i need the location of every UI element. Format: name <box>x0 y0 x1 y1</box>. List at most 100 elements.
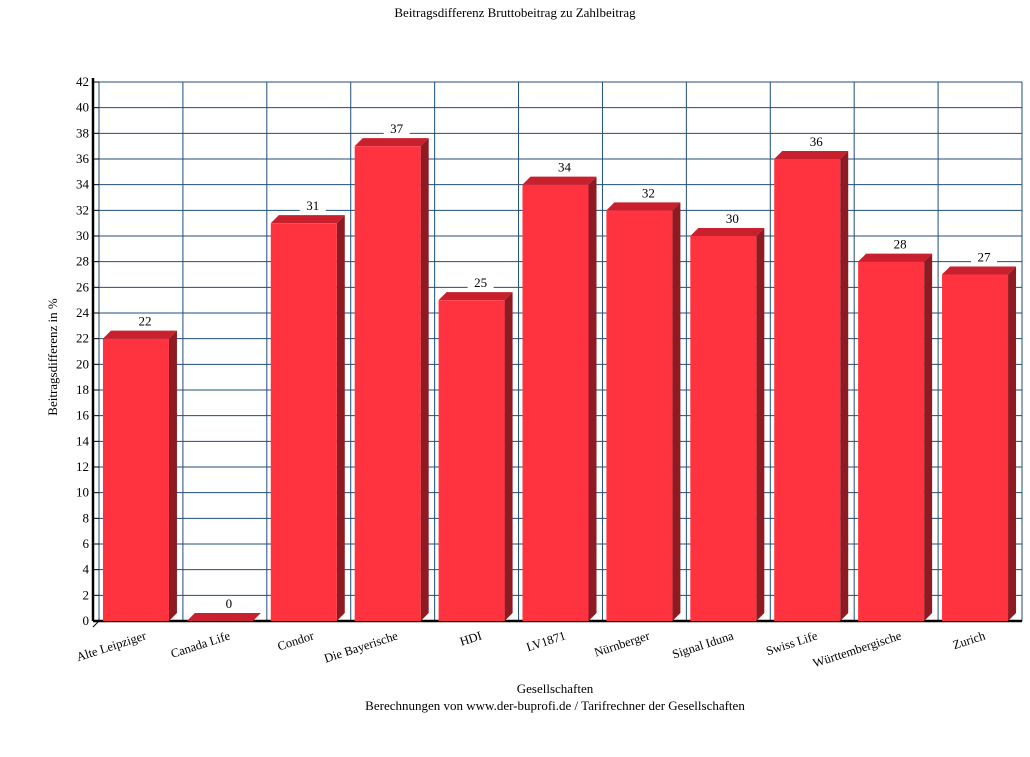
y-tick-label: 20 <box>76 356 89 371</box>
bar-top <box>774 151 849 159</box>
y-tick-label: 22 <box>76 331 89 346</box>
value-label-bg <box>887 236 914 251</box>
y-tick-label: 16 <box>76 408 90 423</box>
y-tick-label: 18 <box>76 382 89 397</box>
bar-side <box>504 292 513 621</box>
bar <box>438 292 513 621</box>
y-tick-label: 6 <box>83 536 90 551</box>
x-tick-label: Canada Life <box>169 628 232 660</box>
value-label-bg <box>467 275 494 290</box>
bar-front <box>942 274 1009 621</box>
bar-side <box>336 215 345 621</box>
value-label-bg <box>551 159 578 174</box>
value-label-bg <box>635 185 662 200</box>
value-label-bg <box>803 134 830 148</box>
value-label-bg <box>131 313 158 328</box>
y-tick-label: 12 <box>76 459 89 474</box>
bar-top <box>354 138 429 147</box>
bar <box>942 266 1017 621</box>
x-tick-label: HDI <box>458 629 483 649</box>
value-label: 22 <box>138 314 151 329</box>
value-label-bg <box>299 198 326 213</box>
x-tick-label: Signal Iduna <box>670 628 735 661</box>
x-tick-label: Zurich <box>951 628 988 652</box>
bar <box>606 202 681 622</box>
value-label: 36 <box>810 134 824 149</box>
x-tick-label: LV1871 <box>525 629 568 655</box>
value-label: 37 <box>390 121 404 136</box>
bar-front <box>354 146 421 621</box>
bar <box>186 613 261 621</box>
y-tick-label: 26 <box>76 279 90 294</box>
y-tick-label: 14 <box>76 433 90 448</box>
value-label-bg <box>971 249 998 264</box>
x-tick-label: Swiss Life <box>764 628 819 658</box>
bar-side <box>924 253 933 621</box>
chart-title: Beitragsdifferenz Bruttobeitrag zu Zahlb… <box>394 5 636 20</box>
y-tick-label: 32 <box>76 202 89 217</box>
value-label-bg <box>719 211 746 225</box>
bar-side <box>588 176 597 621</box>
y-tick-label: 4 <box>83 562 90 577</box>
value-label: 32 <box>642 185 655 200</box>
x-tick-label: Die Bayerische <box>322 628 400 665</box>
y-tick-label: 42 <box>76 74 89 89</box>
x-tick-label: Nürnberger <box>592 628 652 659</box>
bar <box>522 176 597 621</box>
value-label: 25 <box>474 275 487 290</box>
y-tick-label: 24 <box>76 305 90 320</box>
y-tick-label: 0 <box>83 613 90 628</box>
y-tick-label: 30 <box>76 228 89 243</box>
chart-footnote: Berechnungen von www.der-buprofi.de / Ta… <box>365 698 745 713</box>
bar <box>774 151 849 621</box>
value-labels: 22 0 31 37 25 34 32 30 36 28 27 <box>131 121 998 611</box>
bar-front <box>438 300 505 621</box>
y-tick-label: 40 <box>76 100 89 115</box>
bar <box>270 215 345 621</box>
bar-front <box>774 159 841 621</box>
value-label: 28 <box>894 237 907 252</box>
x-tick-label: Alte Leipziger <box>75 628 149 664</box>
x-axis-label: Gesellschaften <box>517 681 594 696</box>
bar-side <box>420 138 429 621</box>
bar-side <box>168 330 177 621</box>
value-label: 27 <box>978 250 992 265</box>
y-tick-label: 36 <box>76 151 90 166</box>
bar-top <box>438 292 513 301</box>
bar-top <box>942 266 1017 275</box>
y-tick-label: 2 <box>83 587 90 602</box>
bar-front <box>270 223 337 621</box>
bar-top <box>102 330 177 339</box>
bar <box>354 138 429 621</box>
x-tick-label: Württembergische <box>811 628 903 670</box>
bar-side <box>1008 266 1017 621</box>
bar-front <box>606 210 673 622</box>
bar-side <box>840 151 849 621</box>
chart-bars <box>102 138 1017 622</box>
value-label: 30 <box>726 211 739 226</box>
bar-top <box>186 613 261 621</box>
y-tick-label: 8 <box>83 510 90 525</box>
bar <box>858 253 933 621</box>
y-tick-label: 10 <box>76 485 89 500</box>
bar-front <box>522 184 589 621</box>
bar-front <box>690 236 757 621</box>
bar <box>690 228 765 621</box>
y-axis-label: Beitragsdifferenz in % <box>45 298 60 416</box>
x-axis-ticks: Alte Leipziger Canada Life Condor Die Bayer… <box>75 628 988 670</box>
bar-side <box>756 228 765 621</box>
value-label-bg <box>383 121 410 136</box>
x-tick-label: Condor <box>276 628 317 653</box>
bar-top <box>522 176 597 185</box>
value-label: 31 <box>306 198 319 213</box>
value-label: 34 <box>558 160 572 175</box>
bar-top <box>858 253 933 262</box>
y-tick-label: 34 <box>76 177 90 192</box>
bar-top <box>606 202 681 211</box>
bar-top <box>690 228 765 236</box>
bar-side <box>672 202 681 622</box>
bar-front <box>858 261 925 621</box>
bar-top <box>270 215 345 224</box>
